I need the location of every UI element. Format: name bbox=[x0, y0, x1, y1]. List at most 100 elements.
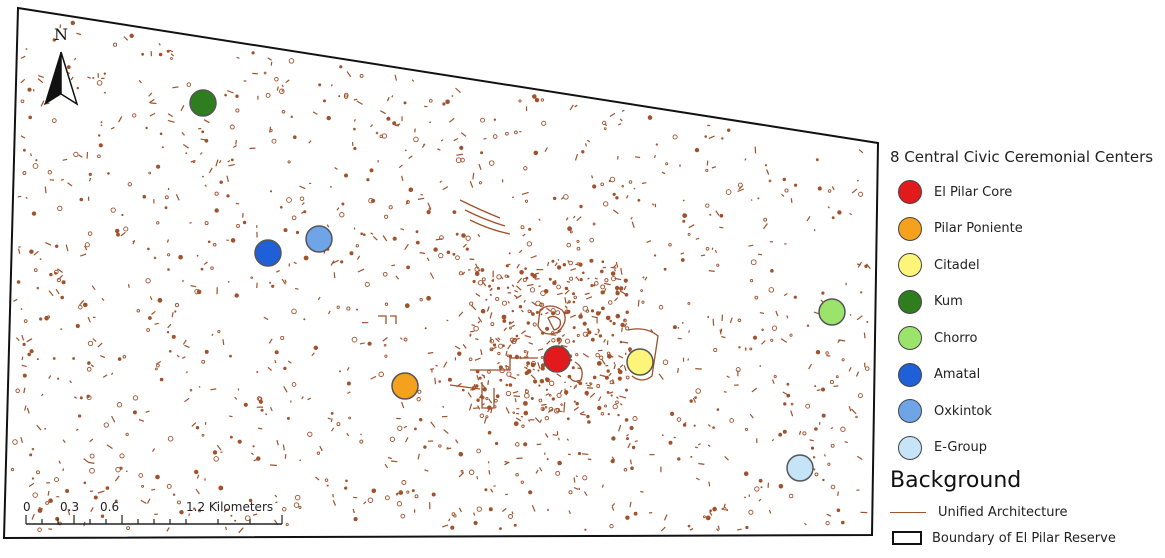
architecture-feature bbox=[580, 413, 586, 416]
architecture-feature bbox=[480, 308, 486, 314]
architecture-feature bbox=[490, 488, 494, 493]
architecture-feature bbox=[687, 524, 691, 528]
architecture-feature bbox=[192, 160, 196, 163]
architecture-feature bbox=[391, 95, 394, 98]
architecture-feature bbox=[582, 475, 588, 481]
architecture-feature bbox=[714, 249, 718, 254]
architecture-feature bbox=[269, 190, 273, 193]
architecture-feature bbox=[89, 467, 95, 474]
architecture-feature bbox=[545, 388, 549, 391]
architecture-feature bbox=[577, 451, 582, 456]
architecture-feature bbox=[177, 500, 181, 505]
architecture-feature bbox=[276, 439, 279, 446]
architecture-feature bbox=[541, 120, 547, 126]
architecture-feature bbox=[717, 525, 720, 530]
architecture-feature bbox=[579, 204, 583, 209]
architecture-feature bbox=[291, 382, 297, 387]
center-marker-citadel[interactable] bbox=[626, 348, 654, 376]
legend-item-citadel: Citadel bbox=[890, 247, 1160, 284]
architecture-feature bbox=[237, 439, 242, 444]
architecture-feature bbox=[564, 309, 570, 315]
center-marker-el-pilar-core[interactable] bbox=[543, 345, 571, 373]
architecture-feature bbox=[174, 310, 177, 313]
architecture-feature bbox=[697, 443, 701, 446]
architecture-feature bbox=[27, 87, 32, 92]
architecture-feature bbox=[590, 284, 594, 287]
architecture-feature bbox=[564, 297, 567, 304]
architecture-feature bbox=[204, 184, 207, 187]
architecture-feature bbox=[619, 364, 624, 368]
architecture-feature bbox=[408, 187, 414, 193]
center-marker-amatal[interactable] bbox=[254, 239, 282, 267]
architecture-feature bbox=[712, 506, 717, 512]
architecture-feature bbox=[498, 365, 503, 370]
architecture-feature bbox=[485, 397, 489, 401]
architecture-feature bbox=[468, 403, 473, 411]
legend-swatch bbox=[898, 180, 922, 205]
map-legend: 8 Central Civic Ceremonial Centers El Pi… bbox=[890, 148, 1160, 551]
architecture-feature bbox=[623, 468, 628, 472]
architecture-feature bbox=[338, 95, 341, 98]
architecture-feature bbox=[534, 97, 540, 103]
architecture-feature bbox=[715, 210, 720, 216]
center-marker-pilar-poniente[interactable] bbox=[391, 372, 419, 400]
architecture-feature bbox=[384, 302, 389, 306]
architecture-feature bbox=[582, 352, 590, 358]
architecture-feature bbox=[575, 352, 579, 357]
architecture-feature bbox=[812, 456, 816, 459]
architecture-feature bbox=[564, 305, 568, 309]
architecture-feature bbox=[545, 377, 549, 381]
architecture-feature bbox=[820, 299, 824, 303]
architecture-feature bbox=[759, 365, 762, 367]
architecture-feature bbox=[404, 303, 410, 309]
architecture-feature bbox=[437, 148, 441, 151]
architecture-feature bbox=[516, 263, 520, 269]
architecture-feature bbox=[572, 326, 576, 330]
architecture-feature bbox=[92, 338, 97, 343]
center-marker-oxkintok[interactable] bbox=[305, 225, 333, 253]
architecture-feature bbox=[145, 126, 148, 130]
architecture-feature bbox=[546, 307, 552, 312]
architecture-feature bbox=[332, 259, 339, 264]
center-marker-kum[interactable] bbox=[189, 89, 217, 117]
architecture-feature bbox=[256, 371, 259, 373]
architecture-feature bbox=[526, 361, 530, 366]
architecture-feature bbox=[540, 363, 546, 368]
architecture-feature bbox=[194, 288, 200, 295]
legend-item-chorro: Chorro bbox=[890, 320, 1160, 357]
architecture-feature bbox=[589, 382, 593, 386]
architecture-feature bbox=[203, 119, 210, 124]
architecture-feature bbox=[392, 121, 397, 126]
architecture-feature bbox=[492, 134, 498, 139]
center-marker-e-group[interactable] bbox=[786, 454, 814, 482]
center-marker-chorro[interactable] bbox=[818, 298, 846, 326]
architecture-feature bbox=[90, 364, 95, 368]
architecture-feature bbox=[469, 333, 472, 336]
architecture-feature bbox=[274, 360, 277, 364]
architecture-feature bbox=[495, 441, 499, 446]
architecture-feature bbox=[372, 235, 378, 241]
architecture-feature bbox=[18, 248, 21, 254]
architecture-feature bbox=[181, 131, 185, 136]
architecture-feature bbox=[523, 401, 528, 406]
architecture-feature bbox=[607, 413, 610, 416]
architecture-feature bbox=[535, 272, 540, 275]
architecture-feature bbox=[33, 268, 38, 272]
architecture-feature bbox=[538, 466, 543, 472]
architecture-feature bbox=[352, 508, 355, 514]
architecture-feature bbox=[488, 284, 491, 288]
architecture-feature bbox=[145, 410, 150, 413]
north-arrow-icon: N bbox=[44, 25, 79, 106]
architecture-feature bbox=[370, 232, 374, 235]
architecture-feature bbox=[526, 283, 534, 287]
architecture-feature bbox=[625, 388, 628, 392]
architecture-feature bbox=[197, 509, 202, 513]
architecture-feature bbox=[428, 98, 433, 103]
architecture-feature bbox=[458, 472, 465, 478]
architecture-feature bbox=[603, 201, 609, 207]
architecture-feature bbox=[526, 241, 533, 247]
architecture-feature bbox=[195, 426, 200, 430]
architecture-feature bbox=[415, 230, 419, 234]
architecture-feature bbox=[97, 490, 105, 494]
architecture-structure bbox=[547, 315, 562, 331]
